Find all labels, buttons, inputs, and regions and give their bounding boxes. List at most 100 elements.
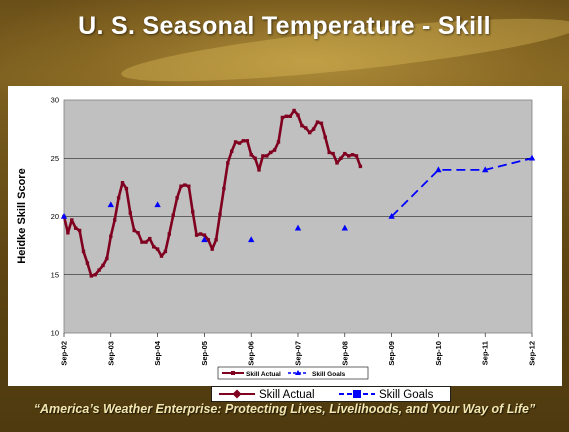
- legend-large-goals-label: Skill Goals: [379, 389, 434, 401]
- data-point-skill-actual: [101, 263, 105, 268]
- x-tick-label: Sep-10: [434, 341, 443, 366]
- data-point-skill-goals: [482, 166, 489, 173]
- data-point-skill-actual: [265, 154, 269, 158]
- data-point-skill-actual: [315, 120, 320, 124]
- data-point-skill-actual: [144, 240, 148, 244]
- legend-small: Skill Actual Skill Goals: [217, 366, 369, 380]
- data-point-skill-actual: [175, 196, 179, 200]
- x-tick-label: Sep-12: [528, 341, 537, 366]
- data-point-skill-actual: [148, 236, 152, 241]
- data-point-skill-actual: [245, 139, 249, 143]
- data-point-skill-actual: [187, 184, 191, 188]
- data-point-skill-actual: [288, 114, 292, 119]
- title-swoosh: [0, 0, 569, 100]
- data-point-skill-actual: [292, 108, 296, 113]
- x-tick-label: Sep-04: [153, 340, 162, 365]
- legend-large-actual-marker: [232, 389, 242, 399]
- data-point-skill-actual: [327, 150, 331, 155]
- data-point-skill-actual: [116, 196, 121, 200]
- legend-small-actual-label: Skill Actual: [246, 371, 281, 378]
- series-layer: [60, 108, 536, 278]
- legend-small-goals-marker: [295, 370, 301, 375]
- data-point-skill-actual: [163, 249, 168, 254]
- data-point-skill-actual: [261, 154, 265, 158]
- legend-large: Skill Actual Skill Goals: [211, 386, 451, 402]
- data-point-skill-goals: [60, 213, 68, 219]
- data-point-skill-actual: [331, 151, 335, 156]
- data-point-skill-actual: [284, 114, 288, 119]
- data-point-skill-actual: [136, 231, 140, 235]
- x-tick-label: Sep-05: [200, 341, 209, 366]
- data-point-skill-actual: [300, 123, 304, 128]
- legend-large-box: [211, 386, 451, 402]
- data-point-skill-goals: [154, 201, 161, 208]
- data-point-skill-actual: [350, 153, 355, 157]
- legend-large-goals-marker: [353, 390, 361, 398]
- data-point-skill-actual: [339, 156, 343, 160]
- slide-footer: “America’s Weather Enterprise: Protectin…: [33, 402, 536, 416]
- data-point-skill-actual: [140, 240, 144, 244]
- data-point-skill-goals: [528, 154, 536, 161]
- y-tick-label: 20: [51, 212, 59, 221]
- x-tick-label: Sep-03: [106, 341, 115, 366]
- data-point-skill-goals: [435, 166, 442, 173]
- chart-area: 10 15 20 25 30 Sep-02 Sep-03 Sep-04 Sep-05 Sep-0…: [8, 86, 562, 386]
- data-point-skill-actual: [358, 164, 363, 169]
- y-tick-label: 25: [51, 154, 59, 163]
- legend-large-actual-label: Skill Actual: [259, 389, 315, 401]
- x-tick-labels: Sep-02 Sep-03 Sep-04 Sep-05 Sep-06 Sep-07 Sep-…: [60, 333, 537, 366]
- data-point-skill-actual: [74, 226, 78, 230]
- data-point-skill-actual: [179, 184, 183, 188]
- data-point-skill-actual: [218, 212, 222, 216]
- data-point-skill-actual: [128, 211, 132, 215]
- data-point-skill-actual: [296, 113, 300, 117]
- gridlines: [64, 157, 532, 276]
- data-point-skill-actual: [66, 231, 70, 235]
- data-point-skill-actual: [198, 232, 203, 236]
- data-point-skill-actual: [249, 153, 253, 157]
- data-point-skill-actual: [85, 261, 90, 265]
- data-point-skill-goals: [248, 236, 255, 243]
- data-point-skill-actual: [311, 127, 316, 131]
- data-point-skill-actual: [191, 210, 195, 214]
- data-point-skill-actual: [120, 181, 125, 185]
- x-tick-label: Sep-07: [294, 341, 303, 366]
- data-point-skill-actual: [105, 256, 109, 261]
- data-point-skill-actual: [81, 249, 86, 254]
- x-tick-label: Sep-02: [60, 341, 69, 366]
- data-point-skill-actual: [347, 154, 351, 158]
- data-point-skill-actual: [124, 186, 129, 191]
- data-point-skill-actual: [253, 156, 257, 160]
- data-point-skill-actual: [319, 121, 324, 125]
- data-point-skill-actual: [109, 234, 113, 239]
- data-point-skill-actual: [210, 247, 214, 251]
- data-point-skill-actual: [183, 183, 187, 187]
- data-point-skill-goals: [201, 236, 208, 243]
- data-point-skill-actual: [304, 126, 308, 130]
- x-tick-label: Sep-11: [481, 341, 490, 365]
- data-point-skill-actual: [335, 161, 339, 165]
- data-point-skill-actual: [70, 218, 74, 222]
- y-tick-label: 30: [51, 96, 59, 105]
- data-point-skill-actual: [354, 154, 359, 158]
- data-point-skill-actual: [93, 273, 97, 277]
- data-point-skill-actual: [276, 140, 281, 144]
- data-point-skill-actual: [257, 168, 261, 172]
- data-point-skill-actual: [280, 115, 285, 120]
- data-point-skill-actual: [241, 139, 246, 143]
- data-point-skill-actual: [343, 151, 347, 156]
- x-tick-label: Sep-06: [247, 341, 256, 366]
- legend-small-actual-marker: [231, 371, 235, 375]
- data-point-skill-actual: [97, 268, 101, 272]
- data-point-skill-actual: [237, 141, 242, 145]
- data-point-skill-goals: [341, 224, 348, 231]
- data-point-skill-actual: [89, 274, 93, 278]
- data-point-skill-actual: [233, 140, 238, 144]
- data-point-skill-actual: [222, 186, 226, 191]
- y-axis-label: Heidke Skill Score: [16, 168, 28, 263]
- data-point-skill-actual: [226, 161, 230, 165]
- y-tick-label: 15: [51, 270, 59, 279]
- data-point-skill-actual: [167, 232, 171, 236]
- data-point-skill-actual: [152, 245, 156, 249]
